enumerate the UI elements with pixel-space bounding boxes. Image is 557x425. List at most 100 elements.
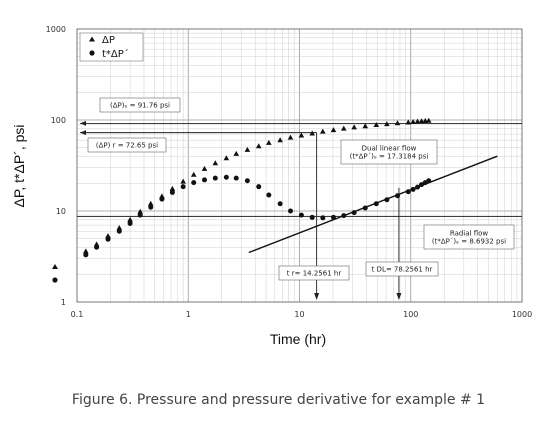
tdp-point <box>384 197 390 203</box>
dp-point <box>309 130 315 136</box>
x-tick-label: 10 <box>294 310 304 319</box>
dp-point <box>93 241 100 247</box>
dp-point <box>384 121 390 127</box>
dp-point <box>116 225 123 231</box>
y-tick-label: 1 <box>61 298 66 307</box>
dp-point <box>233 150 240 156</box>
x-tick-label: 1 <box>186 310 191 319</box>
tdp-point <box>212 175 218 181</box>
legend-label-tdp: t*ΔP´ <box>102 48 129 60</box>
tdp-point <box>341 213 347 219</box>
annotation-box-pe <box>99 97 181 113</box>
annotation-text-dual: Dual linear flow <box>362 145 417 153</box>
dp-point <box>83 248 89 254</box>
tdp-point <box>191 180 197 186</box>
tdp-point <box>148 204 154 210</box>
annotation-text-pe: (ΔP)ₑ = 91.76 psi <box>110 102 170 110</box>
tdp-point <box>309 214 315 220</box>
dp-point <box>159 193 165 199</box>
annotation-text-pr: (ΔP) r = 72.65 psi <box>96 142 158 150</box>
tdp-point <box>419 182 425 188</box>
tdp-point <box>415 184 421 190</box>
tdp-point <box>116 228 122 234</box>
dp-point <box>105 233 111 239</box>
tdp-point <box>105 236 111 242</box>
dp-point <box>418 118 425 124</box>
dp-point <box>255 143 262 149</box>
pressure-derivative-chart: 0.1 1 10 100 1000 1 10 100 1000 (ΔP)ₑ = 91.76 ps… <box>11 25 533 347</box>
tdp-point <box>330 214 336 220</box>
dp-point <box>223 155 230 161</box>
dp-point <box>137 208 144 214</box>
dp-point <box>212 160 219 166</box>
x-axis-label: Time (hr) <box>270 331 326 347</box>
tdp-point <box>180 184 186 190</box>
chart-grid <box>77 29 522 302</box>
plot-frame <box>76 28 523 303</box>
annotation-text-radial: (t*ΔP´)ₑ = 8.6932 psi <box>432 238 506 246</box>
x-tick-label: 0.1 <box>71 310 84 319</box>
annotation-box-tdl <box>365 261 439 277</box>
dp-point <box>340 125 347 131</box>
dp-point <box>190 171 197 177</box>
legend-triangle-marker <box>89 36 95 42</box>
dp-point <box>410 119 416 125</box>
dp-point <box>351 124 357 130</box>
dp-point <box>244 146 251 152</box>
tdp-point <box>351 210 357 216</box>
tdp-point <box>298 212 304 218</box>
stray-circle-marker <box>52 277 58 283</box>
dp-point <box>330 127 337 133</box>
annotation-box-pr <box>87 137 167 153</box>
annotation-text-tr: t r= 14.2561 hr <box>287 270 342 278</box>
tdp-point <box>277 201 283 207</box>
y-tick-label: 10 <box>56 207 66 216</box>
tdp-point <box>362 205 368 211</box>
dp-point <box>287 134 294 140</box>
dp-point <box>414 118 421 124</box>
axis-ticks: 0.1 1 10 100 1000 1 10 100 1000 <box>46 25 533 319</box>
tdp-point <box>256 184 262 190</box>
annotation-text-tdl: t DL= 78.2561 hr <box>372 266 433 274</box>
annotations: (ΔP)ₑ = 91.76 psi (ΔP) r = 72.65 psi Dual … <box>87 97 515 281</box>
dp-point <box>425 117 432 123</box>
tdp-point <box>83 252 89 258</box>
arrow-head <box>80 120 86 126</box>
x-tick-label: 100 <box>403 310 418 319</box>
tdp-point <box>169 189 175 195</box>
annotation-box-dual <box>340 139 438 165</box>
dp-point <box>147 200 154 206</box>
arrow-head <box>80 130 86 136</box>
dp-point <box>373 122 380 128</box>
dp-point <box>405 119 412 125</box>
dp-point <box>180 178 186 184</box>
dp-point <box>266 139 272 145</box>
annotation-box-tr <box>278 265 350 281</box>
dp-point <box>362 123 369 129</box>
dp-point <box>277 137 283 143</box>
tdp-point <box>233 175 239 181</box>
tdp-point <box>137 212 143 218</box>
tdp-point <box>266 192 272 198</box>
legend-label-dp: ΔP <box>102 35 115 46</box>
tdp-point <box>394 193 400 199</box>
tdp-point <box>287 208 293 214</box>
stray-triangle-marker <box>52 264 58 269</box>
tdp-point <box>202 177 208 183</box>
legend-box <box>79 32 144 62</box>
dp-point <box>298 132 305 138</box>
y-tick-label: 100 <box>51 116 66 125</box>
x-tick-label: 1000 <box>512 310 532 319</box>
tdp-point <box>127 220 133 226</box>
tdp-point <box>223 174 229 180</box>
annotation-text-radial: Radial flow <box>450 230 489 238</box>
legend-circle-marker <box>89 50 95 56</box>
dp-point <box>201 165 208 171</box>
legend: ΔP t*ΔP´ <box>79 32 144 62</box>
tdp-point <box>159 196 165 202</box>
tdp-point <box>373 201 379 207</box>
annotation-text-dual: (t*ΔP´)ₑ = 17.3184 psi <box>350 153 429 161</box>
tdp-point <box>320 215 326 221</box>
dp-point <box>320 128 326 134</box>
arrow-head <box>314 293 320 300</box>
